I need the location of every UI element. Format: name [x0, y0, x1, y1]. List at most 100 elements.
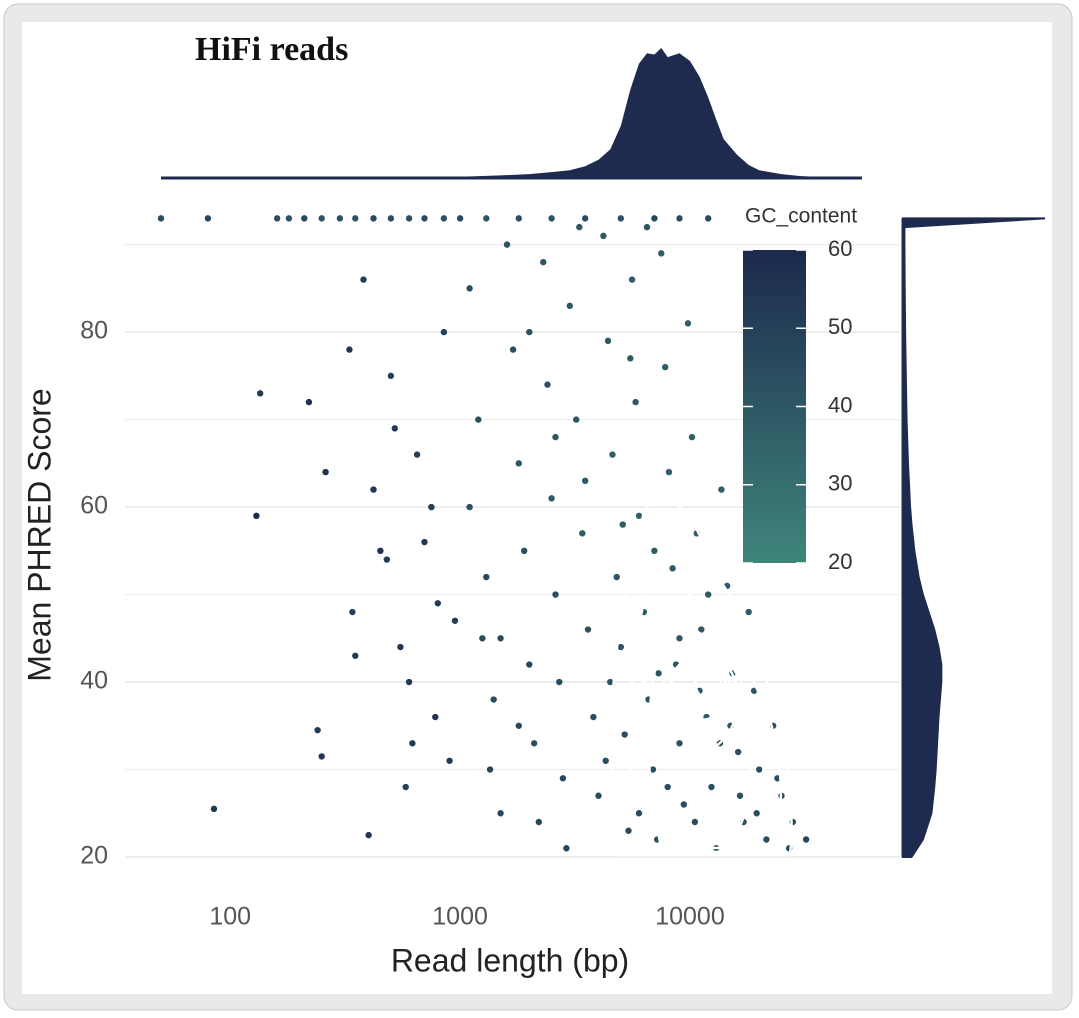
point: [632, 398, 639, 406]
point: [734, 748, 742, 756]
point: [763, 836, 770, 843]
colorbar-label: 40: [828, 392, 852, 417]
y-tick-label: 40: [80, 667, 108, 695]
point: [520, 547, 528, 555]
point: [669, 565, 676, 572]
point: [625, 827, 632, 834]
colorbar-label: 50: [828, 314, 852, 339]
point: [432, 713, 439, 721]
point: [204, 215, 212, 222]
point: [535, 818, 543, 826]
point: [559, 775, 567, 782]
point: [651, 215, 658, 222]
x-tick-label: 1000: [432, 903, 488, 931]
point: [661, 363, 669, 371]
point: [595, 792, 602, 799]
point: [405, 678, 413, 686]
point: [708, 783, 715, 791]
point: [421, 215, 428, 222]
point: [774, 775, 781, 782]
point: [490, 696, 497, 703]
point: [515, 722, 522, 729]
point: [676, 740, 683, 747]
point: [684, 320, 692, 327]
point: [680, 801, 688, 808]
point: [676, 635, 683, 642]
point: [635, 512, 643, 520]
point: [322, 468, 329, 476]
point: [387, 372, 395, 380]
point: [346, 346, 353, 353]
marginal-histogram: [161, 48, 862, 178]
point: [456, 215, 464, 222]
point: [515, 460, 522, 467]
y-axis-label: Mean PHRED Score: [21, 388, 57, 681]
point: [584, 626, 592, 633]
point: [718, 486, 725, 493]
point: [253, 512, 260, 520]
point: [440, 328, 448, 336]
point: [446, 757, 453, 764]
grid: 20 40 60 80 100 1000 10000: [80, 244, 900, 931]
point: [621, 731, 628, 738]
point: [704, 591, 712, 598]
point: [688, 433, 696, 441]
density-contour: [638, 618, 766, 850]
point: [483, 215, 490, 222]
point: [665, 468, 673, 476]
point: [336, 215, 344, 222]
point: [753, 810, 760, 817]
y-tick-label: 60: [80, 492, 108, 520]
point: [370, 215, 377, 222]
point: [210, 805, 218, 813]
point: [383, 556, 391, 563]
point: [352, 652, 359, 659]
point: [503, 241, 511, 248]
point: [497, 810, 504, 817]
point: [256, 390, 264, 397]
point: [451, 617, 459, 624]
point: [548, 215, 555, 222]
point: [365, 831, 372, 839]
density-contour: [610, 498, 793, 857]
point: [526, 328, 533, 336]
y-tick-label: 20: [80, 842, 108, 870]
point: [617, 643, 624, 651]
point: [314, 726, 321, 734]
point: [526, 661, 533, 668]
point: [628, 276, 636, 283]
point: [590, 713, 597, 721]
marginal-histogram: [902, 217, 1046, 858]
point: [421, 538, 428, 546]
point: [627, 355, 634, 362]
point: [581, 477, 589, 485]
point: [691, 818, 699, 826]
point: [736, 792, 744, 799]
point: [544, 381, 551, 388]
point: [635, 810, 643, 817]
point: [409, 740, 416, 747]
point: [273, 215, 281, 222]
point: [305, 398, 313, 406]
point: [664, 783, 671, 791]
point: [556, 678, 563, 686]
point: [391, 425, 399, 432]
point: [552, 591, 559, 598]
point: [600, 232, 607, 240]
point: [581, 215, 589, 222]
point: [607, 678, 614, 686]
point: [613, 573, 620, 581]
colorbar-title: GC_content: [745, 205, 857, 228]
point: [318, 215, 325, 222]
point: [352, 215, 359, 222]
point: [619, 521, 626, 528]
density-contour: [693, 661, 723, 701]
point: [655, 670, 662, 677]
density-contour: [661, 671, 675, 687]
point: [486, 766, 494, 773]
point: [649, 766, 657, 773]
point: [349, 608, 356, 616]
point: [617, 215, 624, 222]
colorbar: GC_content 20 30 40 50 60: [743, 205, 857, 574]
point: [479, 635, 486, 642]
